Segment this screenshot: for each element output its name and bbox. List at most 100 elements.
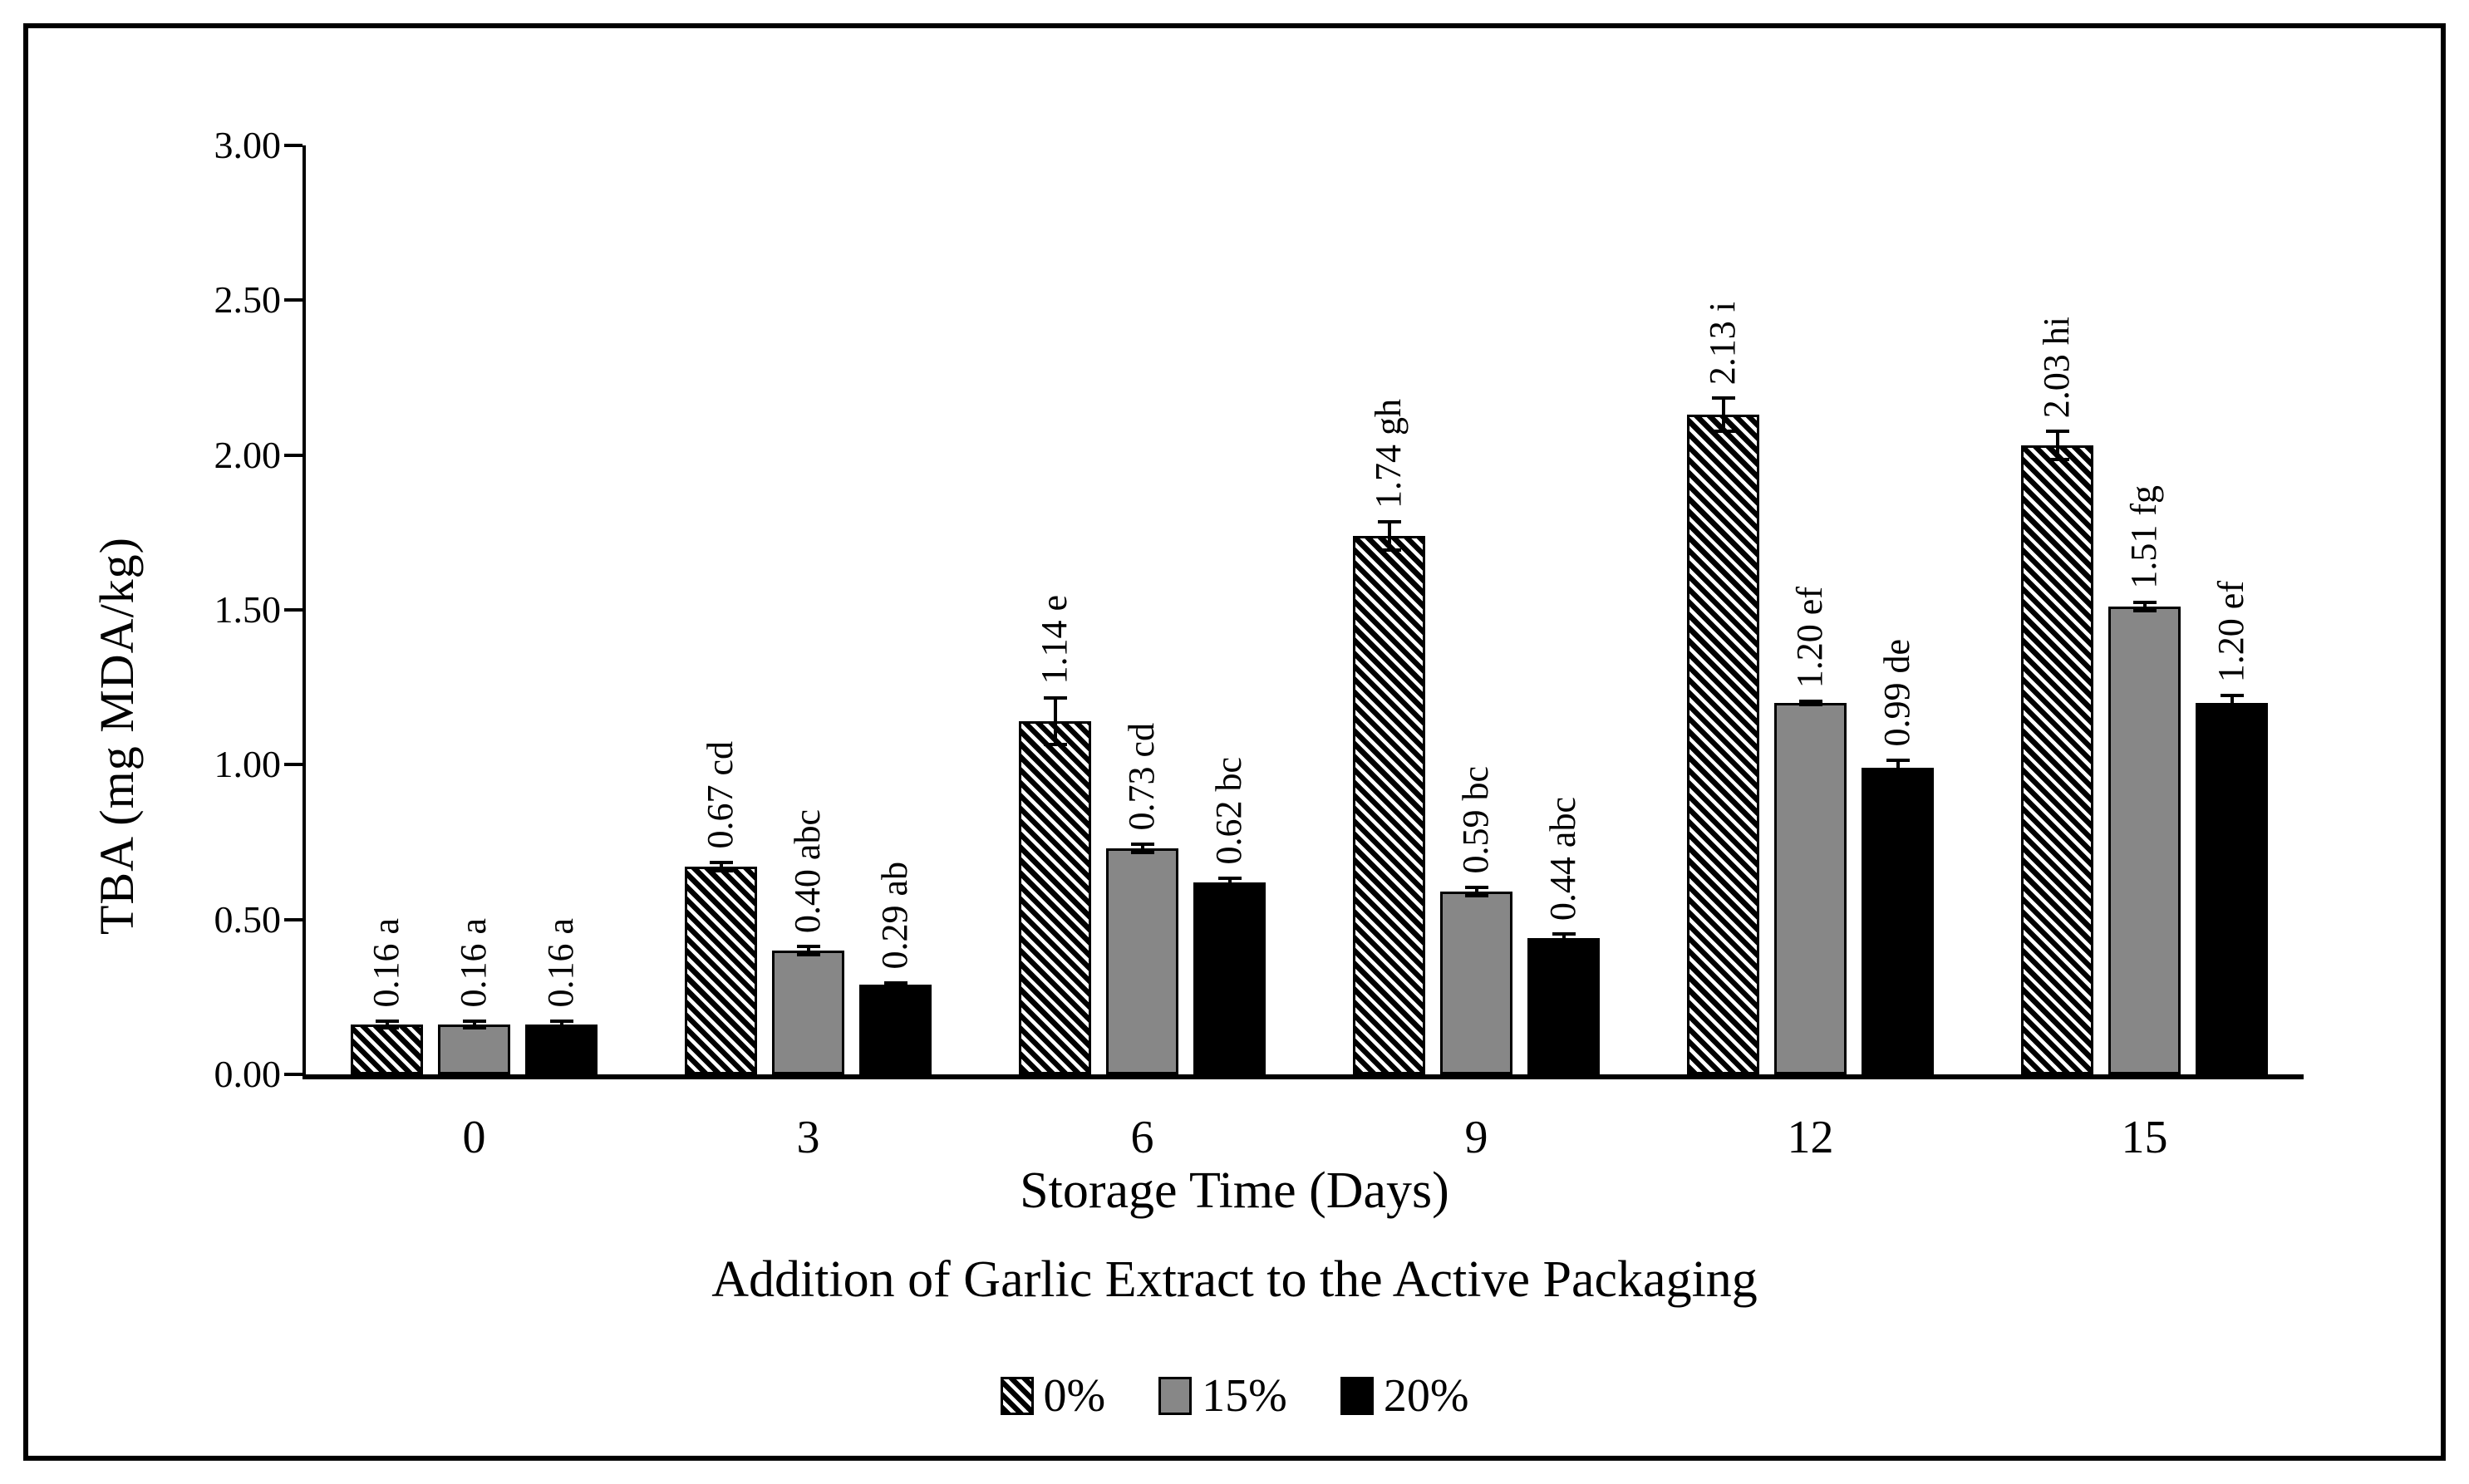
error-bar-cap	[1552, 932, 1576, 936]
bar-value-label: 0.44 abc	[1542, 796, 1583, 921]
bar-value-label: 2.03 hi	[2035, 316, 2077, 418]
error-bar-cap	[2220, 709, 2244, 712]
error-bar	[1227, 877, 1232, 888]
error-bar	[472, 1020, 476, 1029]
x-axis-tick-label: 0	[462, 1112, 486, 1163]
bar-0%-day12	[1687, 415, 1759, 1074]
bar-value-label: 0.16 a	[365, 918, 406, 1008]
error-bar-cap	[709, 861, 733, 864]
bar-15%-day0	[438, 1025, 510, 1074]
legend-swatch-icon	[1340, 1377, 1374, 1415]
error-bar-cap	[2132, 609, 2157, 612]
x-axis-tick-label: 12	[1787, 1112, 1834, 1163]
y-axis-tick-label: 1.50	[214, 588, 282, 631]
error-bar-cap	[1130, 851, 1154, 854]
error-bar-cap	[1798, 700, 1822, 703]
bar-0%-day0	[351, 1025, 423, 1074]
error-bar-cap	[1217, 877, 1242, 880]
bar-value-label: 1.20 ef	[1788, 586, 1830, 688]
bar-value-label: 0.99 de	[1876, 639, 1917, 747]
y-axis-tick-mark	[284, 1073, 302, 1076]
bar-15%-day3	[772, 951, 844, 1074]
y-axis-tick-label: 3.00	[214, 124, 282, 166]
bar-20%-day15	[2196, 703, 2268, 1074]
error-bar-cap	[1043, 743, 1067, 746]
error-bar-cap	[2045, 458, 2069, 461]
error-bar-cap	[796, 945, 820, 948]
legend-swatch-icon	[1000, 1377, 1034, 1415]
error-bar	[2142, 601, 2147, 612]
y-axis-tick-mark	[284, 298, 302, 302]
error-bar-cap	[1377, 520, 1401, 523]
y-axis-tick-label: 0.50	[214, 897, 282, 941]
y-axis-tick-label: 2.50	[214, 278, 282, 322]
error-bar	[1721, 396, 1725, 433]
y-axis-tick-mark	[284, 453, 302, 457]
error-bar-cap	[1217, 885, 1242, 888]
error-bar-cap	[1377, 548, 1401, 552]
error-bar	[1140, 843, 1144, 854]
plot-area: 0.00 0.50 1.00 1.50 2.00 2.50 3.00 0.16 a 0.67 c…	[214, 124, 2304, 1095]
bar-20%-day9	[1527, 938, 1600, 1074]
error-bar-cap	[2045, 430, 2069, 433]
error-bar-cap	[1711, 396, 1735, 400]
error-bar-cap	[549, 1020, 573, 1023]
error-bar-cap	[375, 1026, 399, 1029]
bar-0%-day9	[1353, 536, 1425, 1074]
error-bar	[1896, 759, 1900, 777]
bar-value-label: 0.62 bc	[1207, 757, 1249, 865]
error-bar-cap	[883, 985, 907, 988]
error-bar-cap	[462, 1026, 486, 1029]
error-bar-cap	[1464, 886, 1488, 889]
x-axis-tick-label: 3	[796, 1112, 820, 1163]
bar-20%-day6	[1193, 882, 1266, 1074]
x-axis-title: Storage Time (Days)	[1020, 1162, 1449, 1219]
error-bar-cap	[1130, 843, 1154, 846]
bar-value-label: 0.16 a	[539, 918, 581, 1008]
error-bar	[1474, 886, 1478, 897]
error-bar	[1562, 932, 1566, 944]
error-bar	[1387, 520, 1391, 552]
bar-20%-day3	[859, 985, 932, 1074]
error-bar-cap	[1711, 430, 1735, 433]
legend: 0% 15% 20%	[0, 1369, 2469, 1423]
error-bar-cap	[1043, 696, 1067, 700]
bar-value-label: 1.74 gh	[1367, 399, 1409, 509]
bar-15%-day9	[1440, 892, 1512, 1074]
bar-15%-day12	[1774, 703, 1847, 1074]
legend-label: 0%	[1043, 1370, 1106, 1422]
legend-item-20%: 20%	[1340, 1369, 1468, 1423]
error-bar-cap	[1798, 703, 1822, 706]
bar-value-label: 2.13 i	[1701, 301, 1743, 385]
error-bar	[2055, 430, 2059, 461]
bar-20%-day0	[525, 1025, 598, 1074]
bar-value-label: 0.40 abc	[786, 808, 828, 933]
x-axis-tick-label: 9	[1464, 1112, 1488, 1163]
bar-value-label: 0.59 bc	[1454, 766, 1496, 874]
error-bar-cap	[883, 981, 907, 985]
bar-15%-day6	[1106, 848, 1178, 1074]
bar-15%-day15	[2108, 607, 2181, 1074]
bar-0%-day6	[1019, 721, 1091, 1074]
error-bar	[2230, 694, 2234, 712]
y-axis-tick-label: 0.00	[214, 1053, 282, 1095]
x-axis-tick-label: 6	[1130, 1112, 1154, 1163]
bar-value-label: 1.20 ef	[2210, 580, 2251, 682]
y-axis-tick-mark	[284, 608, 302, 612]
error-bar-cap	[1886, 759, 1910, 762]
bar-0%-day15	[2021, 445, 2093, 1074]
bar-20%-day12	[1862, 768, 1934, 1074]
y-axis-tick-mark	[284, 144, 302, 147]
error-bar-cap	[2132, 601, 2157, 604]
error-bar-cap	[375, 1020, 399, 1023]
y-axis-title: TBA (mg MDA/kg)	[83, 399, 150, 1072]
error-bar-cap	[709, 869, 733, 872]
error-bar	[806, 945, 810, 956]
error-bar	[719, 861, 723, 872]
error-bar-cap	[1464, 894, 1488, 897]
error-bar-cap	[796, 953, 820, 956]
bar-0%-day3	[685, 867, 757, 1074]
error-bar-cap	[1552, 941, 1576, 944]
error-bar-cap	[549, 1026, 573, 1029]
